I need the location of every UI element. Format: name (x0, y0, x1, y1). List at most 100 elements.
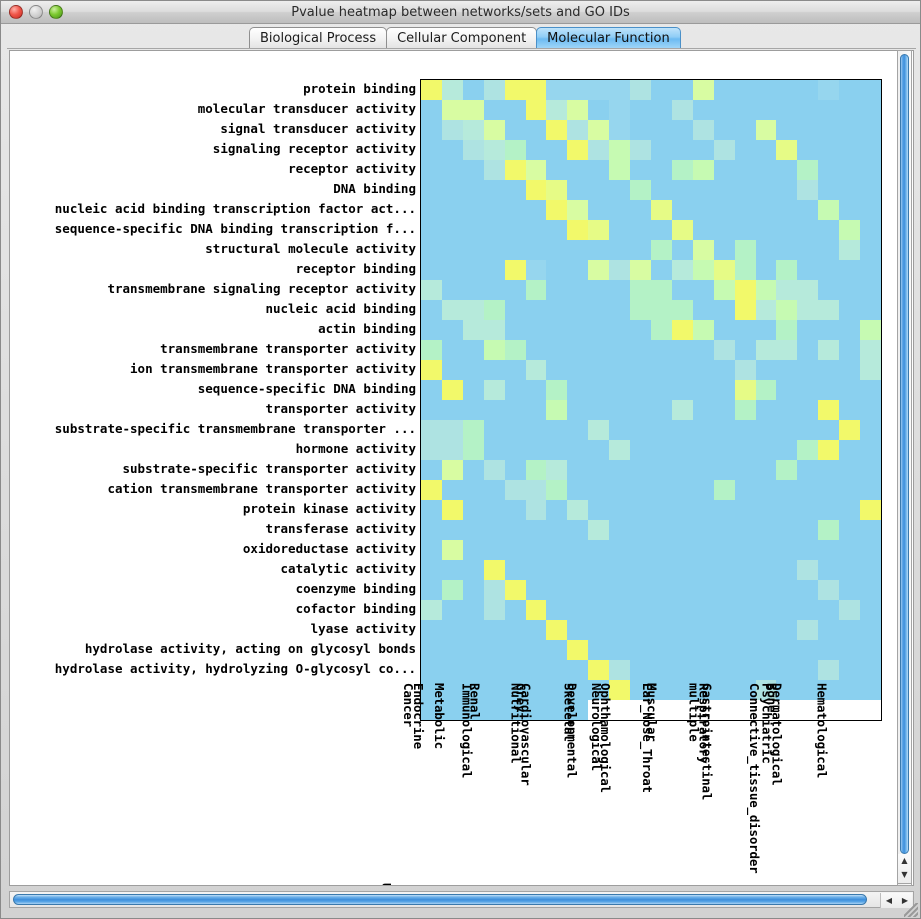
heatmap-cell[interactable] (671, 500, 693, 520)
heatmap-cell[interactable] (567, 360, 589, 380)
heatmap-cell[interactable] (588, 240, 610, 260)
heatmap-cell[interactable] (421, 600, 442, 620)
heatmap-cell[interactable] (797, 520, 819, 540)
heatmap-cell[interactable] (421, 340, 442, 360)
heatmap-cell[interactable] (441, 160, 463, 180)
heatmap-cell[interactable] (441, 600, 463, 620)
heatmap-cell[interactable] (421, 520, 442, 540)
heatmap-cell[interactable] (483, 480, 505, 500)
heatmap-cell[interactable] (546, 480, 568, 500)
heatmap-cell[interactable] (483, 240, 505, 260)
heatmap-cell[interactable] (630, 640, 651, 660)
heatmap-cell[interactable] (776, 600, 798, 620)
heatmap-cell[interactable] (818, 620, 840, 640)
heatmap-cell[interactable] (797, 660, 819, 680)
heatmap-cell[interactable] (860, 580, 881, 600)
heatmap-cell[interactable] (504, 520, 526, 540)
heatmap-cell[interactable] (441, 240, 463, 260)
heatmap-cell[interactable] (630, 600, 651, 620)
heatmap-cell[interactable] (671, 440, 693, 460)
horizontal-scrollbar-thumb[interactable] (13, 894, 867, 905)
heatmap-cell[interactable] (630, 420, 651, 440)
heatmap-cell[interactable] (650, 420, 672, 440)
heatmap-cell[interactable] (483, 500, 505, 520)
scroll-down-icon[interactable]: ▼ (901, 870, 908, 879)
heatmap-cell[interactable] (504, 560, 526, 580)
heatmap-cell[interactable] (483, 340, 505, 360)
heatmap-cell[interactable] (462, 140, 484, 160)
heatmap-cell[interactable] (483, 180, 505, 200)
heatmap-cell[interactable] (567, 380, 589, 400)
heatmap-cell[interactable] (797, 140, 819, 160)
heatmap-cell[interactable] (421, 500, 442, 520)
heatmap-cell[interactable] (755, 600, 777, 620)
heatmap-cell[interactable] (776, 440, 798, 460)
heatmap-cell[interactable] (776, 540, 798, 560)
heatmap-cell[interactable] (421, 700, 442, 720)
heatmap-cell[interactable] (630, 80, 651, 100)
heatmap-cell[interactable] (713, 680, 735, 700)
heatmap-cell[interactable] (441, 200, 463, 220)
heatmap-cell[interactable] (818, 440, 840, 460)
heatmap-cell[interactable] (462, 680, 484, 700)
heatmap-cell[interactable] (650, 640, 672, 660)
heatmap-cell[interactable] (609, 460, 631, 480)
heatmap-cell[interactable] (630, 220, 651, 240)
heatmap-cell[interactable] (755, 660, 777, 680)
heatmap-cell[interactable] (671, 640, 693, 660)
heatmap-cell[interactable] (567, 80, 589, 100)
heatmap-cell[interactable] (755, 540, 777, 560)
heatmap-cell[interactable] (546, 400, 568, 420)
heatmap-cell[interactable] (588, 460, 610, 480)
heatmap-cell[interactable] (797, 460, 819, 480)
heatmap-cell[interactable] (588, 420, 610, 440)
vertical-scroll-buttons[interactable]: ▲ ▼ (897, 854, 912, 884)
heatmap-cell[interactable] (504, 240, 526, 260)
heatmap-cell[interactable] (525, 540, 547, 560)
heatmap-cell[interactable] (650, 300, 672, 320)
heatmap-cell[interactable] (797, 600, 819, 620)
heatmap-cell[interactable] (818, 100, 840, 120)
heatmap-cell[interactable] (713, 360, 735, 380)
heatmap-cell[interactable] (483, 440, 505, 460)
heatmap-cell[interactable] (839, 360, 861, 380)
heatmap-cell[interactable] (776, 560, 798, 580)
heatmap-cell[interactable] (860, 240, 881, 260)
heatmap-cell[interactable] (671, 660, 693, 680)
heatmap-cell[interactable] (797, 180, 819, 200)
heatmap-cell[interactable] (671, 600, 693, 620)
heatmap-cell[interactable] (692, 220, 714, 240)
heatmap-cell[interactable] (692, 680, 714, 700)
heatmap-cell[interactable] (504, 80, 526, 100)
heatmap-cell[interactable] (609, 220, 631, 240)
heatmap-cell[interactable] (630, 360, 651, 380)
heatmap-cell[interactable] (441, 440, 463, 460)
heatmap-cell[interactable] (650, 520, 672, 540)
heatmap-cell[interactable] (441, 320, 463, 340)
heatmap-cell[interactable] (421, 300, 442, 320)
heatmap-cell[interactable] (546, 520, 568, 540)
heatmap-cell[interactable] (692, 420, 714, 440)
heatmap-cell[interactable] (462, 360, 484, 380)
heatmap-cell[interactable] (650, 240, 672, 260)
heatmap-cell[interactable] (692, 600, 714, 620)
heatmap-cell[interactable] (818, 400, 840, 420)
heatmap-cell[interactable] (671, 300, 693, 320)
heatmap-cell[interactable] (839, 380, 861, 400)
close-button[interactable] (9, 5, 23, 19)
heatmap-cell[interactable] (839, 100, 861, 120)
heatmap-cell[interactable] (588, 660, 610, 680)
heatmap-cell[interactable] (755, 520, 777, 540)
heatmap-cell[interactable] (546, 340, 568, 360)
heatmap-grid[interactable] (420, 79, 882, 721)
heatmap-cell[interactable] (609, 560, 631, 580)
heatmap-cell[interactable] (755, 200, 777, 220)
heatmap-cell[interactable] (546, 100, 568, 120)
heatmap-cell[interactable] (797, 220, 819, 240)
heatmap-cell[interactable] (776, 140, 798, 160)
heatmap-cell[interactable] (421, 360, 442, 380)
heatmap-cell[interactable] (567, 460, 589, 480)
heatmap-cell[interactable] (567, 140, 589, 160)
heatmap-cell[interactable] (504, 500, 526, 520)
heatmap-cell[interactable] (860, 660, 881, 680)
